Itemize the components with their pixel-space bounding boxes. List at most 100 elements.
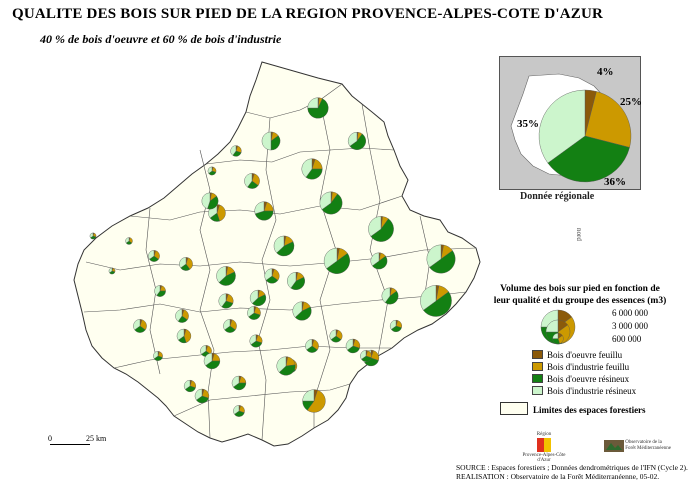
commune-pie — [249, 334, 263, 348]
commune-pie-slice-industrie-resineux — [179, 257, 187, 269]
commune-pie — [261, 131, 281, 151]
commune-pie — [183, 379, 196, 393]
commune-pie-slice-industrie-resineux — [368, 216, 382, 237]
commune-pie-slice-oeuvre-resineux — [254, 210, 274, 221]
commune-pie-slice-industrie-resineux — [200, 345, 207, 355]
regional-label-industrie-feuillu: 25% — [620, 96, 642, 108]
commune-pie — [176, 328, 192, 344]
swatch-industrie-resineux — [532, 386, 543, 395]
commune-pie — [360, 350, 372, 362]
commune-pie-slice-industrie-resineux — [244, 173, 253, 188]
commune-pie — [201, 192, 219, 210]
commune-pie-slice-industrie-resineux — [175, 309, 183, 322]
region-logo-top: Région — [536, 432, 552, 437]
swatch-oeuvre-feuillu — [532, 350, 543, 359]
commune-pie — [231, 375, 247, 391]
commune-pie-slice-industrie-resineux — [264, 268, 273, 281]
regional-label-oeuvre-feuillu: 4% — [597, 66, 614, 78]
regional-label-industrie-resineux: 35% — [517, 118, 539, 130]
legend-title: Volume des bois sur pied en fonction de … — [484, 283, 676, 307]
legend-circle-small — [552, 333, 564, 345]
realisation-line: REALISATION : Observatoire de la Forêt M… — [456, 472, 660, 481]
ofm-logo: Observatoire de la Forêt Méditerranéenne — [604, 440, 671, 452]
commune-pie — [345, 338, 361, 354]
commune-pie-slice-industrie-resineux — [249, 289, 259, 304]
commune-pie — [249, 289, 267, 307]
commune-pie — [381, 287, 399, 305]
region-logo: Région Provence-Alpes-Côte d'Azur — [520, 432, 568, 463]
commune-pie-slice-industrie-resineux — [216, 266, 227, 283]
commune-pie-slice-industrie-resineux — [183, 379, 191, 390]
regional-pie-slice-oeuvre-resineux — [547, 135, 630, 183]
commune-pie — [329, 329, 343, 343]
commune-pie — [148, 250, 160, 262]
commune-pie-slice-industrie-resineux — [348, 132, 358, 147]
commune-pie-slice-industrie-resineux — [89, 232, 94, 239]
legend-title-line1: Volume des bois sur pied en fonction de — [500, 284, 660, 294]
commune-pie-slice-industrie-feuillu — [216, 204, 226, 222]
commune-pie-slice-industrie-resineux — [176, 328, 185, 341]
commune-pie-slice-industrie-resineux — [292, 301, 303, 318]
commune-pie-slice-oeuvre-resineux — [372, 255, 388, 270]
commune-pie — [301, 158, 323, 180]
scale-end: 25 km — [86, 434, 107, 443]
commune-pie-slice-industrie-resineux — [207, 166, 213, 174]
commune-pie-slice-industrie-resineux — [381, 287, 391, 303]
legend-label: Bois d'industrie feuillu — [547, 362, 630, 372]
commune-pie — [323, 247, 350, 274]
swatch-oeuvre-resineux — [532, 374, 543, 383]
legend-item-industrie-resineux: Bois d'industrie résineux — [532, 386, 636, 396]
commune-pie-slice-oeuvre-resineux — [349, 133, 366, 150]
scale-start: 0 — [48, 434, 52, 443]
commune-pie — [247, 306, 261, 320]
scale-value-small: 600 000 — [612, 334, 642, 344]
commune-pie-slice-oeuvre-resineux — [294, 306, 312, 321]
commune-pie-slice-industrie-resineux — [153, 351, 159, 360]
commune-pie — [389, 319, 402, 333]
region-emblem-icon — [537, 438, 551, 452]
commune-pie-slice-industrie-resineux — [125, 237, 130, 244]
legend-label: Bois d'industrie résineux — [547, 386, 637, 396]
legend-item-oeuvre-feuillu: Bois d'oeuvre feuillu — [532, 350, 622, 360]
commune-pies — [89, 97, 456, 417]
commune-pie — [125, 237, 133, 245]
commune-pie-slice-industrie-resineux — [370, 252, 380, 267]
commune-pie-slice-oeuvre-resineux — [370, 218, 394, 242]
legend-circles — [540, 309, 576, 345]
regional-caption: Donnée régionale — [520, 191, 595, 202]
commune-pie-slice-oeuvre-resineux — [307, 98, 329, 119]
commune-pie-slice-industrie-resineux — [305, 339, 313, 351]
commune-pie-slice-industrie-resineux — [223, 319, 231, 331]
commune-pie — [203, 352, 221, 370]
commune-pie — [133, 319, 147, 333]
legend-label: Bois d'oeuvre feuillu — [547, 350, 623, 360]
commune-pie-slice-industrie-resineux — [201, 192, 211, 210]
legend-size-circles — [540, 309, 576, 345]
commune-pie — [264, 268, 280, 284]
commune-pie — [254, 201, 274, 221]
commune-pie-slice-industrie-feuillu — [307, 389, 326, 413]
regional-label-oeuvre-resineux: 36% — [604, 176, 626, 188]
commune-pie-slice-oeuvre-resineux — [251, 294, 267, 307]
commune-pie — [302, 389, 326, 413]
commune-pie-slice-industrie-resineux — [323, 247, 338, 269]
legend-label: Bois d'oeuvre résineux — [547, 374, 630, 384]
commune-pie-slice-oeuvre-resineux — [326, 253, 350, 274]
commune-pie-slice-industrie-resineux — [194, 388, 203, 401]
commune-pie-slice-industrie-resineux — [233, 405, 240, 415]
commune-pie-slice-industrie-resineux — [203, 352, 213, 366]
map-subtitle: 40 % de bois d'oeuvre et 60 % de bois d'… — [40, 32, 282, 46]
commune-pie — [108, 267, 116, 275]
commune-pie-slice-industrie-resineux — [154, 285, 161, 296]
commune-pie — [420, 285, 452, 317]
commune-pie-slice-oeuvre-resineux — [276, 241, 295, 257]
commune-pie-slice-industrie-resineux — [108, 267, 113, 274]
commune-pie — [305, 339, 319, 353]
swatch-industrie-feuillu — [532, 362, 543, 371]
legend-label: Limites des espaces forestiers — [533, 405, 646, 415]
commune-pie — [307, 97, 329, 119]
commune-pie-slice-industrie-resineux — [249, 334, 257, 345]
commune-pie-slice-industrie-resineux — [389, 319, 397, 330]
commune-pie-slice-industrie-resineux — [301, 158, 313, 178]
legend-item-oeuvre-resineux: Bois d'oeuvre résineux — [532, 374, 629, 384]
